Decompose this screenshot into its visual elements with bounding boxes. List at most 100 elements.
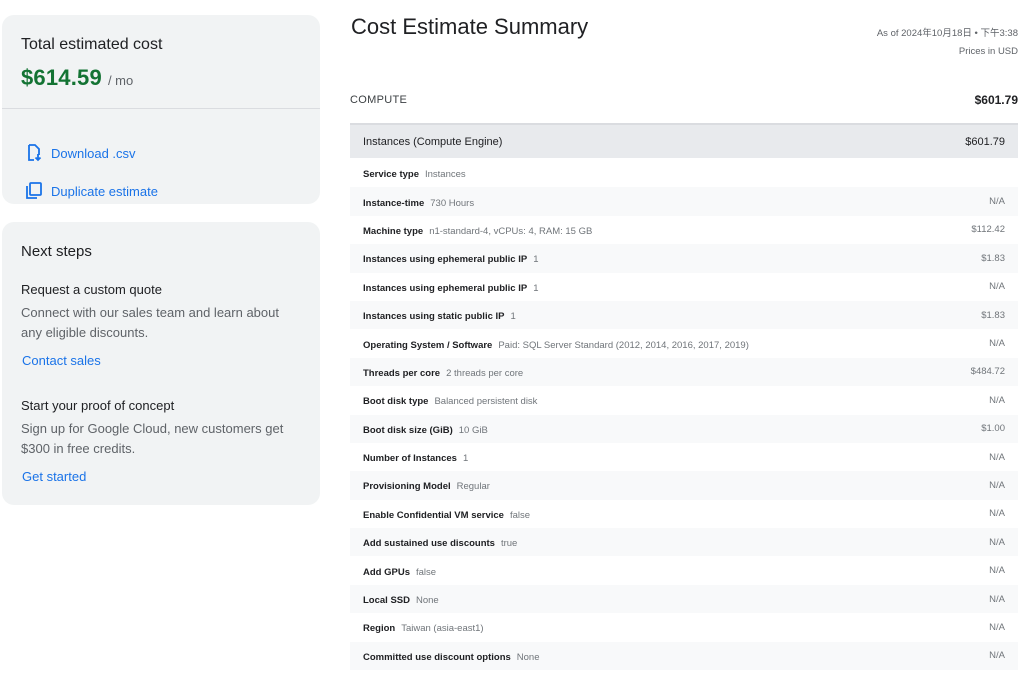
line-item-name: Service type	[363, 169, 419, 181]
line-item-name: Instances using ephemeral public IP	[363, 254, 528, 266]
proof-of-concept-text: Sign up for Google Cloud, new customers …	[21, 421, 284, 456]
line-item-row: Operating System / Software Paid: SQL Ser…	[350, 329, 1018, 357]
line-item-price: $112.42	[971, 224, 1005, 236]
line-item-value: true	[500, 538, 518, 550]
line-item-value: 730 Hours	[430, 197, 475, 209]
line-item-value: 1	[533, 282, 539, 294]
line-item-row: Instance-time 730 Hours N/A	[350, 187, 1018, 216]
next-steps-card: Next steps Request a custom quote Connec…	[2, 222, 320, 505]
line-item-price: N/A	[989, 565, 1005, 577]
line-item-label: Machine type n1-standard-4, vCPUs: 4, RAM…	[363, 221, 592, 239]
line-item-name: Operating System / Software	[363, 339, 493, 351]
line-item-price: N/A	[989, 479, 1005, 491]
total-cost-amount: $614.59	[21, 65, 102, 90]
download-csv-button[interactable]: Download .csv	[24, 143, 136, 163]
line-item-value: 1	[462, 453, 469, 465]
instances-group-header: Instances (Compute Engine) $601.79	[350, 123, 1018, 158]
total-cost-label: Total estimated cost	[21, 36, 163, 53]
line-item-row: Region Taiwan (asia-east1) N/A	[350, 613, 1018, 641]
group-total: $601.79	[965, 135, 1005, 148]
page-title: Cost Estimate Summary	[351, 14, 589, 39]
contact-sales-link[interactable]: Contact sales	[22, 353, 101, 368]
group-label: Instances (Compute Engine)	[363, 135, 503, 148]
line-item-name: Region	[363, 623, 396, 635]
download-file-icon	[24, 143, 44, 163]
line-item-price: N/A	[989, 281, 1005, 293]
line-item-value: 1	[533, 254, 539, 266]
copy-icon	[24, 181, 44, 201]
line-item-row: Boot disk size (GiB) 10 GiB $1.00	[350, 414, 1018, 443]
download-csv-label: Download .csv	[51, 145, 136, 161]
get-started-link[interactable]: Get started	[22, 469, 87, 484]
line-item-value: n1-standard-4, vCPUs: 4, RAM: 15 GB	[429, 225, 593, 237]
line-item-name: Boot disk type	[363, 396, 429, 408]
line-item-label: Add sustained use discounts true	[363, 533, 517, 551]
cost-summary-card: Total estimated cost $614.59 / mo Downlo…	[2, 15, 320, 204]
line-item-label: Instances using ephemeral public IP 1	[363, 278, 538, 296]
total-cost-row: $614.59 / mo	[21, 65, 133, 91]
line-item-label: Service type Instances	[363, 164, 466, 182]
line-item-row: Number of Instances 1 N/A	[350, 443, 1018, 471]
line-item-price: N/A	[989, 508, 1005, 520]
line-item-row: Threads per core 2 threads per core $484.7…	[350, 357, 1018, 387]
divider	[2, 108, 320, 109]
line-item-name: Number of Instances	[363, 453, 457, 465]
proof-of-concept-heading: Start your proof of concept	[21, 398, 175, 413]
line-item-name: Threads per core	[363, 367, 441, 379]
line-item-label: Region Taiwan (asia-east1)	[363, 618, 484, 636]
line-item-row: Service type Instances	[350, 159, 1018, 187]
line-item-label: Instances using static public IP 1	[363, 306, 516, 324]
custom-quote-text: Connect with our sales team and learn ab…	[21, 305, 279, 340]
line-item-label: Provisioning Model Regular	[363, 476, 490, 494]
line-item-label: Operating System / Software Paid: SQL Ser…	[363, 335, 749, 353]
total-cost-unit: / mo	[107, 73, 134, 88]
line-item-value: Instances	[424, 169, 466, 181]
line-item-row: Machine type n1-standard-4, vCPUs: 4, RAM…	[350, 216, 1018, 244]
line-item-value: None	[516, 651, 540, 663]
line-item-row: Add sustained use discounts true N/A	[350, 528, 1018, 557]
line-item-row: Committed use discount options None N/A	[350, 641, 1018, 671]
line-item-price: N/A	[989, 338, 1005, 350]
line-item-label: Enable Confidential VM service false	[363, 505, 530, 523]
line-item-label: Instances using ephemeral public IP 1	[363, 249, 538, 267]
line-item-row: Instances using static public IP 1 $1.83	[350, 300, 1018, 330]
line-item-price: N/A	[989, 650, 1005, 662]
line-items-list: Service type Instances Instance-time 730 Ho…	[350, 159, 1018, 671]
line-item-row: Enable Confidential VM service false N/A	[350, 500, 1018, 528]
line-item-value: false	[415, 566, 437, 578]
compute-section-header: COMPUTE $601.79	[350, 90, 1018, 110]
duplicate-estimate-label: Duplicate estimate	[51, 183, 158, 199]
line-item-label: Add GPUs false	[363, 562, 436, 580]
line-item-row: Local SSD None N/A	[350, 584, 1018, 614]
line-item-price: N/A	[989, 451, 1005, 463]
line-item-price: N/A	[989, 394, 1005, 406]
line-item-price: N/A	[989, 196, 1005, 208]
line-item-label: Boot disk size (GiB) 10 GiB	[363, 420, 488, 438]
line-item-value: 2 threads per core	[446, 367, 524, 379]
line-item-row: Instances using ephemeral public IP 1 N/A	[350, 273, 1018, 301]
line-item-value: None	[416, 595, 439, 607]
line-item-name: Instances using ephemeral public IP	[363, 282, 528, 294]
line-item-value: Balanced persistent disk	[434, 396, 538, 408]
line-item-label: Instance-time 730 Hours	[363, 193, 474, 211]
line-item-price: N/A	[989, 621, 1005, 633]
as-of-timestamp: As of 2024年10月18日 • 下午3:38	[876, 28, 1018, 39]
line-item-label: Threads per core 2 threads per core	[363, 363, 523, 381]
line-item-label: Number of Instances 1	[363, 448, 468, 466]
line-item-name: Machine type	[363, 225, 424, 237]
line-item-label: Boot disk type Balanced persistent disk	[363, 391, 537, 409]
line-item-value: 1	[510, 311, 516, 323]
line-item-price: N/A	[989, 593, 1005, 605]
line-item-row: Boot disk type Balanced persistent disk N/…	[350, 386, 1018, 414]
line-item-name: Provisioning Model	[363, 481, 451, 493]
section-total: $601.79	[974, 93, 1018, 107]
line-item-value: Paid: SQL Server Standard (2012, 2014, 2…	[498, 339, 749, 351]
line-item-price: $484.72	[970, 366, 1005, 378]
custom-quote-heading: Request a custom quote	[21, 282, 162, 297]
line-item-row: Add GPUs false N/A	[350, 556, 1018, 584]
line-item-price: $1.83	[981, 252, 1005, 264]
line-item-value: false	[509, 509, 531, 521]
line-item-name: Add sustained use discounts	[363, 538, 495, 550]
next-steps-title: Next steps	[21, 243, 92, 260]
duplicate-estimate-button[interactable]: Duplicate estimate	[24, 181, 158, 201]
